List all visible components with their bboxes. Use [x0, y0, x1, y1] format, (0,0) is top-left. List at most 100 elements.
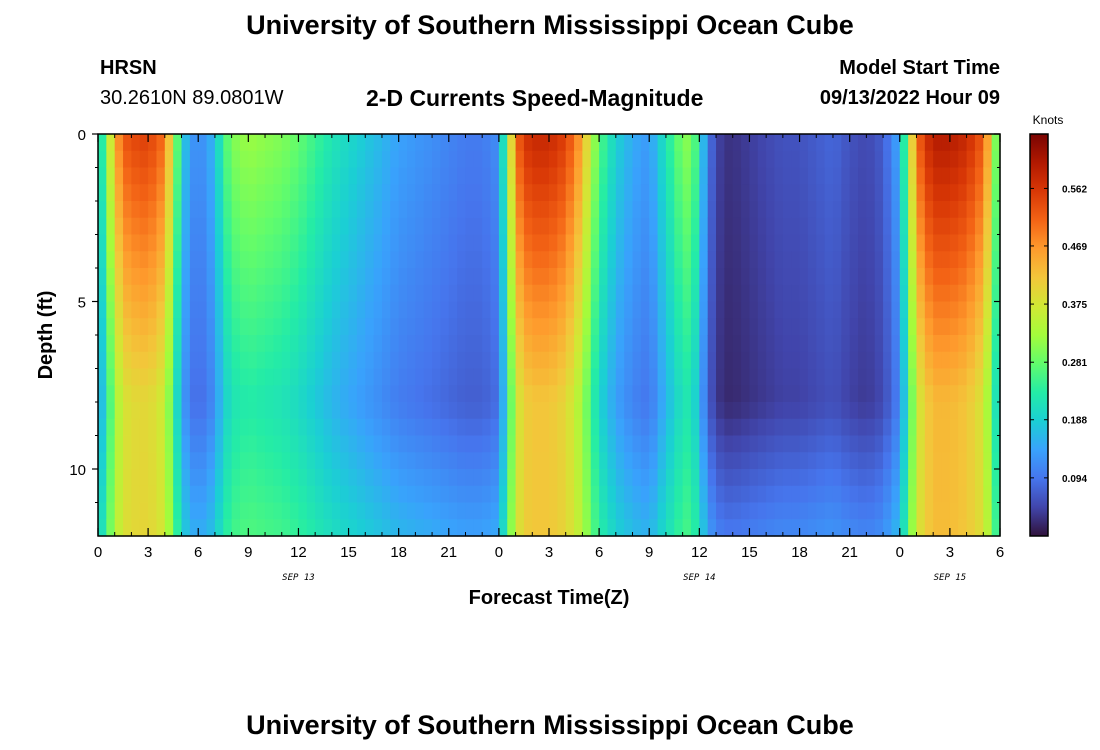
heatmap-cell [365, 284, 375, 303]
heatmap-cell [582, 251, 592, 269]
heatmap-cell [432, 318, 442, 336]
heatmap-cell [791, 251, 801, 269]
heatmap-cell [690, 150, 700, 169]
heatmap-cell [707, 201, 717, 219]
heatmap-cell [490, 485, 500, 504]
heatmap-cell [239, 485, 249, 504]
heatmap-cell [674, 318, 684, 336]
heatmap-cell [858, 301, 867, 319]
heatmap-cell [231, 485, 241, 504]
heatmap-cell [891, 469, 901, 487]
heatmap-cell [807, 385, 817, 403]
heatmap-cell [148, 167, 158, 185]
heatmap-cell [849, 485, 859, 504]
heatmap-cell [824, 351, 834, 370]
heatmap-cell [649, 402, 659, 420]
heatmap-cell [265, 435, 274, 453]
heatmap-cell [732, 452, 742, 470]
heatmap-cell [624, 134, 634, 152]
heatmap-cell [941, 385, 951, 403]
heatmap-cell [674, 502, 684, 520]
heatmap-cell [231, 335, 241, 353]
heatmap-cell [716, 402, 725, 420]
heatmap-cell [482, 402, 492, 420]
heatmap-cell [908, 217, 918, 236]
heatmap-cell [690, 368, 700, 386]
heatmap-cell [749, 485, 759, 504]
heatmap-cell [933, 385, 943, 403]
heatmap-cell [131, 318, 141, 336]
heatmap-cell [532, 201, 542, 219]
heatmap-cell [916, 452, 926, 470]
heatmap-cell [624, 452, 634, 470]
heatmap-cell [423, 167, 433, 185]
heatmap-cell [365, 502, 375, 520]
heatmap-cell [507, 184, 517, 202]
heatmap-cell [849, 402, 859, 420]
heatmap-cell [465, 351, 475, 370]
heatmap-cell [707, 150, 717, 169]
heatmap-cell [231, 301, 241, 319]
heatmap-cell [173, 268, 183, 286]
heatmap-cell [173, 435, 183, 453]
heatmap-cell [114, 485, 124, 504]
heatmap-cell [974, 402, 984, 420]
heatmap-cell [908, 351, 918, 370]
heatmap-cell [883, 335, 893, 353]
heatmap-cell [432, 452, 442, 470]
heatmap-cell [699, 301, 709, 319]
heatmap-cell [390, 234, 400, 252]
heatmap-cell [590, 251, 600, 269]
heatmap-cell [223, 201, 233, 219]
heatmap-cell [198, 485, 208, 504]
heatmap-cell [490, 402, 500, 420]
heatmap-cell [816, 284, 826, 303]
heatmap-cell [883, 301, 893, 319]
heatmap-cell [699, 502, 709, 520]
heatmap-cell [148, 268, 158, 286]
heatmap-cell [173, 469, 183, 487]
heatmap-cell [874, 452, 884, 470]
heatmap-cell [231, 234, 241, 252]
heatmap-cell [741, 418, 751, 437]
heatmap-cell [415, 234, 425, 252]
heatmap-cell [256, 519, 266, 537]
heatmap-cell [933, 217, 943, 236]
heatmap-cell [574, 351, 584, 370]
heatmap-cell [223, 301, 233, 319]
heatmap-cell [690, 519, 700, 537]
heatmap-cell [824, 452, 834, 470]
heatmap-cell [457, 335, 467, 353]
heatmap-cell [498, 301, 508, 319]
heatmap-cell [791, 469, 801, 487]
heatmap-cell [590, 435, 600, 453]
heatmap-cell [290, 368, 300, 386]
heatmap-cell [741, 335, 751, 353]
heatmap-cell [866, 150, 876, 169]
heatmap-cell [891, 502, 901, 520]
heatmap-cell [457, 385, 467, 403]
heatmap-cell [549, 268, 558, 286]
model-start-value: 09/13/2022 Hour 09 [819, 87, 1000, 109]
heatmap-cell [958, 335, 968, 353]
heatmap-cell [866, 318, 876, 336]
heatmap-cell [123, 502, 133, 520]
heatmap-cell [891, 150, 901, 169]
heatmap-cell [323, 234, 333, 252]
heatmap-cell [782, 201, 792, 219]
heatmap-cell [690, 301, 700, 319]
heatmap-cell [565, 351, 575, 370]
heatmap-cell [298, 469, 308, 487]
heatmap-cell [565, 134, 575, 152]
heatmap-cell [465, 452, 475, 470]
heatmap-cell [741, 134, 751, 152]
heatmap-cell [741, 251, 751, 269]
heatmap-cell [908, 234, 918, 252]
heatmap-cell [323, 418, 333, 437]
heatmap-cell [949, 217, 959, 236]
heatmap-cell [782, 167, 792, 185]
heatmap-cell [239, 418, 249, 437]
heatmap-cell [590, 284, 600, 303]
heatmap-cell [849, 150, 859, 169]
heatmap-cell [941, 402, 951, 420]
